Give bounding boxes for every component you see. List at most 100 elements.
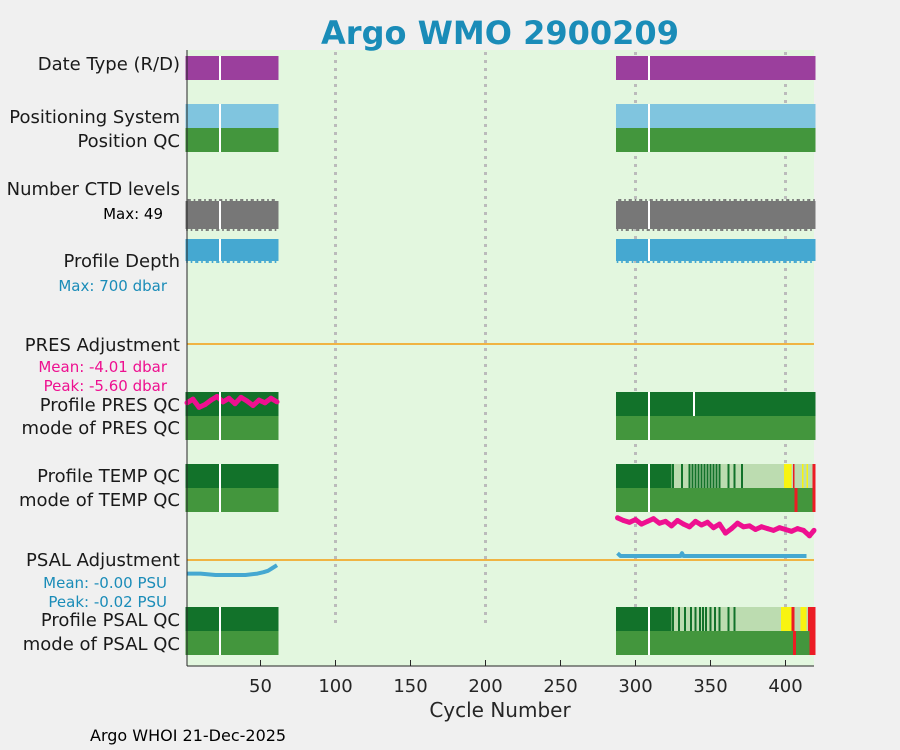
x-tick-label-400: 400: [768, 676, 802, 697]
tick-ctd-levels-top: [786, 199, 788, 201]
profile-psal-qc-line-3: [690, 607, 692, 631]
tick-profile-depth-bottom: [784, 261, 787, 263]
tick-ctd-levels-bottom: [673, 229, 676, 231]
tick-ctd-levels-top: [754, 199, 757, 201]
tick-ctd-levels-bottom: [678, 229, 680, 231]
tick-profile-depth-bottom: [205, 261, 208, 263]
tick-ctd-levels-bottom: [636, 229, 638, 231]
bar-date-type-segment-1: [185, 56, 279, 80]
gap-marker-profile-psal-qc: [219, 607, 221, 631]
tick-ctd-levels-bottom: [268, 229, 271, 231]
row-label-positioning: Positioning System: [9, 107, 180, 128]
tick-ctd-levels-top: [756, 199, 758, 201]
mode-psal-qc-red-1: [809, 631, 816, 655]
tick-ctd-levels-bottom: [652, 229, 655, 231]
x-tick-label-200: 200: [468, 676, 502, 697]
tick-ctd-levels-top: [697, 199, 700, 201]
tick-ctd-levels-bottom: [694, 229, 697, 231]
profile-psal-qc-line-6: [702, 607, 704, 631]
tick-ctd-levels-bottom: [228, 229, 230, 231]
gap-marker-ctd-levels: [648, 201, 650, 229]
tick-ctd-levels-top: [256, 199, 259, 201]
tick-profile-depth-bottom: [228, 261, 230, 263]
tick-profile-depth-bottom: [684, 261, 686, 263]
tick-ctd-levels-top: [199, 199, 202, 201]
pres-adjustment-point: [711, 525, 716, 531]
bar-mode-pres-qc-segment-2: [616, 416, 816, 440]
mode-psal-qc-red-0: [793, 631, 796, 655]
tick-profile-depth-bottom: [190, 261, 193, 263]
gap-marker-positioning: [648, 104, 650, 128]
tick-ctd-levels-bottom: [621, 229, 623, 231]
tick-ctd-levels-top: [661, 199, 664, 201]
pres-adjustment-point: [807, 533, 812, 539]
tick-ctd-levels-top: [808, 199, 811, 201]
pres-adjustment-point: [681, 521, 686, 527]
tick-ctd-levels-top: [766, 199, 769, 201]
tick-profile-depth-bottom: [216, 261, 218, 263]
tick-profile-depth-bottom: [751, 261, 754, 263]
tick-ctd-levels-top: [693, 199, 695, 201]
tick-profile-depth-bottom: [669, 261, 671, 263]
gap-marker-ctd-levels: [219, 201, 221, 229]
pres-adjustment-point: [651, 516, 656, 522]
tick-ctd-levels-bottom: [709, 229, 712, 231]
pres-adjustment-point: [190, 396, 196, 402]
tick-ctd-levels-top: [640, 199, 643, 201]
tick-ctd-levels-bottom: [663, 229, 665, 231]
tick-ctd-levels-bottom: [751, 229, 754, 231]
bar-positioning-segment-1: [185, 104, 279, 128]
bar-mode-psal-qc-segment-1: [185, 631, 279, 655]
x-tick-label-300: 300: [618, 676, 652, 697]
pres-adjustment-point: [723, 530, 728, 536]
tick-profile-depth-bottom: [804, 261, 806, 263]
tick-ctd-levels-top: [645, 199, 647, 201]
tick-ctd-levels-bottom: [778, 229, 781, 231]
tick-profile-depth-bottom: [264, 261, 266, 263]
tick-profile-depth-bottom: [631, 261, 634, 263]
tick-ctd-levels-bottom: [772, 229, 775, 231]
tick-profile-depth-bottom: [688, 261, 691, 263]
tick-ctd-levels-bottom: [799, 229, 802, 231]
tick-ctd-levels-top: [798, 199, 800, 201]
tick-profile-depth-bottom: [637, 261, 640, 263]
tick-profile-depth-bottom: [621, 261, 623, 263]
pres-adjustment-point: [244, 398, 250, 404]
pres-adjustment-point: [657, 520, 662, 526]
tick-profile-depth-bottom: [772, 261, 775, 263]
gap-marker-profile-psal-qc: [648, 607, 650, 631]
tick-ctd-levels-top: [229, 199, 232, 201]
tick-profile-depth-bottom: [195, 261, 197, 263]
row-label-position-qc: Position QC: [77, 131, 180, 152]
profile-psal-qc-line-12: [733, 607, 736, 631]
plot-area: [187, 50, 814, 666]
tick-ctd-levels-top: [208, 199, 211, 201]
gap-marker-mode-pres-qc: [219, 416, 221, 440]
tick-ctd-levels-top: [231, 199, 233, 201]
tick-ctd-levels-top: [787, 199, 790, 201]
pres-adjustment-point: [238, 394, 244, 400]
profile-psal-qc-band-red-3: [791, 607, 795, 631]
tick-ctd-levels-bottom: [720, 229, 722, 231]
tick-profile-depth-bottom: [741, 261, 743, 263]
tick-ctd-levels-top: [189, 199, 191, 201]
tick-profile-depth-bottom: [747, 261, 749, 263]
tick-ctd-levels-bottom: [195, 229, 197, 231]
tick-ctd-levels-top: [660, 199, 662, 201]
profile-temp-qc-line-4: [694, 464, 697, 488]
bar-profile-depth-segment-1: [185, 239, 279, 261]
tick-ctd-levels-top: [219, 199, 221, 201]
tick-profile-depth-bottom: [247, 261, 250, 263]
bar-position-qc-segment-2: [616, 128, 816, 152]
tick-profile-depth-bottom: [783, 261, 785, 263]
tick-profile-depth-bottom: [243, 261, 245, 263]
pres-adjustment-point: [687, 524, 692, 530]
tick-profile-depth-bottom: [217, 261, 220, 263]
pres-adjustment-point: [705, 519, 710, 525]
tick-profile-depth-bottom: [799, 261, 802, 263]
tick-ctd-levels-top: [252, 199, 254, 201]
profile-psal-qc-line-10: [718, 607, 721, 631]
pres-adjustment-point: [621, 518, 626, 523]
tick-profile-depth-bottom: [238, 261, 241, 263]
pres-adjustment-point: [226, 395, 232, 401]
